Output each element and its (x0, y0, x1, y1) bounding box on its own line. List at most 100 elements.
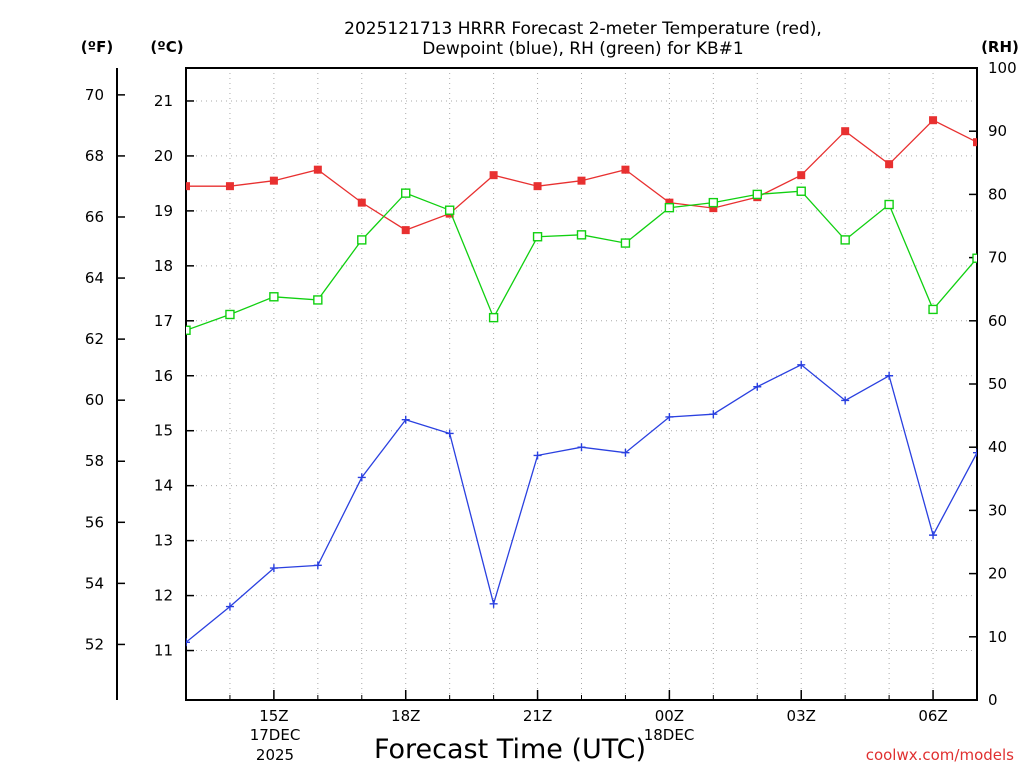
rh-point (186, 325, 191, 335)
dewpoint-point (313, 561, 322, 570)
temperature-point (225, 182, 234, 191)
rh-point (532, 232, 543, 242)
rh-tick-label: 20 (988, 565, 1007, 583)
fahrenheit-tick-label: 60 (85, 391, 104, 409)
fahrenheit-tick-label: 58 (85, 452, 104, 470)
dewpoint-point (269, 564, 278, 573)
x-tick-label: 06Z (918, 707, 947, 725)
dewpoint-point (797, 360, 806, 369)
dewpoint-point (841, 396, 850, 405)
rh-point (708, 197, 719, 208)
dewpoint-point (445, 429, 454, 438)
rh-point (313, 295, 323, 305)
chart-title-line1: 2025121713 HRRR Forecast 2-meter Tempera… (344, 19, 822, 39)
rh-point (269, 292, 279, 302)
rh-tick-label: 40 (988, 438, 1007, 456)
temperature-point (929, 116, 938, 125)
x-tick-label: 15Z (259, 707, 288, 725)
rh-point (444, 205, 455, 215)
rh-point (620, 238, 631, 248)
rh-tick-label: 60 (988, 312, 1007, 330)
temperature-point (841, 127, 850, 136)
rh-tick-label: 90 (988, 122, 1007, 140)
celsius-tick-label: 15 (154, 422, 173, 440)
temperature-point (973, 138, 977, 147)
temperature-point (186, 182, 190, 191)
temperature-point (357, 198, 366, 207)
dewpoint-point (621, 448, 630, 457)
dewpoint-point (885, 371, 894, 380)
rh-point (796, 186, 806, 196)
temperature-point (401, 226, 410, 235)
temperature-point (621, 165, 630, 174)
fahrenheit-tick-label: 66 (85, 208, 104, 226)
dewpoint-point (489, 599, 498, 608)
rh-tick-label: 0 (988, 691, 998, 709)
dewpoint-point (577, 443, 586, 452)
rh-line (186, 190, 977, 331)
rh-point (928, 304, 938, 315)
temperature-point (665, 198, 674, 207)
series-rh (186, 186, 977, 335)
credit-label: coolwx.com/models (866, 746, 1014, 764)
temperature-point (797, 171, 806, 180)
rh-point (884, 199, 894, 210)
rh-tick-label: 70 (988, 249, 1007, 267)
celsius-tick-label: 14 (154, 477, 173, 495)
celsius-tick-label: 12 (154, 587, 173, 605)
rh-point (752, 189, 762, 200)
rh-tick-label: 50 (988, 375, 1007, 393)
rh-point (357, 235, 367, 245)
chart-title-line2: Dewpoint (blue), RH (green) for KB#1 (422, 39, 743, 59)
dewpoint-point (753, 382, 762, 391)
dewpoint-point (665, 412, 674, 421)
fahrenheit-tick-label: 64 (85, 269, 104, 287)
rh-point (576, 230, 587, 240)
dewpoint-point (357, 473, 366, 482)
temperature-point (709, 204, 718, 213)
x-tick-label: 18Z (391, 707, 420, 725)
x-tick-label: 03Z (787, 707, 816, 725)
rh-point (840, 235, 850, 245)
series-layer (186, 116, 977, 647)
rh-point (972, 253, 977, 263)
temperature-point (885, 160, 894, 169)
series-dewpoint (186, 360, 977, 647)
fahrenheit-tick-label: 54 (85, 574, 104, 592)
celsius-tick-label: 20 (154, 147, 173, 165)
temperature-point (489, 171, 498, 180)
celsius-tick-label: 21 (154, 92, 173, 110)
dewpoint-point (401, 415, 410, 424)
temperature-point (577, 176, 586, 185)
celsius-unit-label: (ºC) (150, 38, 183, 56)
rh-tick-label: 100 (988, 59, 1017, 77)
dewpoint-point (533, 451, 542, 460)
start-year-label: 2025 (256, 746, 294, 764)
fahrenheit-tick-label: 68 (85, 147, 104, 165)
rh-point (225, 309, 235, 320)
celsius-tick-label: 17 (154, 312, 173, 330)
temperature-point (269, 176, 278, 185)
rh-tick-label: 10 (988, 628, 1007, 646)
gridlines (185, 68, 978, 700)
rh-point (401, 188, 411, 198)
fahrenheit-tick-label: 70 (85, 86, 104, 104)
x-axis-title: Forecast Time (UTC) (374, 734, 646, 765)
rh-tick-label: 80 (988, 185, 1007, 203)
celsius-tick-label: 19 (154, 202, 173, 220)
temperature-point (313, 165, 322, 174)
celsius-tick-label: 18 (154, 257, 173, 275)
celsius-tick-label: 13 (154, 532, 173, 550)
start-date-label: 17DEC (250, 726, 301, 744)
x-tick-label: 21Z (523, 707, 552, 725)
rh-unit-label: (RH) (981, 38, 1019, 56)
temperature-point (533, 182, 542, 191)
dewpoint-point (973, 448, 977, 457)
fahrenheit-tick-label: 56 (85, 513, 104, 531)
x-tick-label: 00Z (655, 707, 684, 725)
dewpoint-point (225, 602, 234, 611)
fahrenheit-unit-label: (ºF) (81, 38, 113, 56)
dewpoint-point (186, 638, 190, 647)
rh-point (488, 312, 499, 323)
